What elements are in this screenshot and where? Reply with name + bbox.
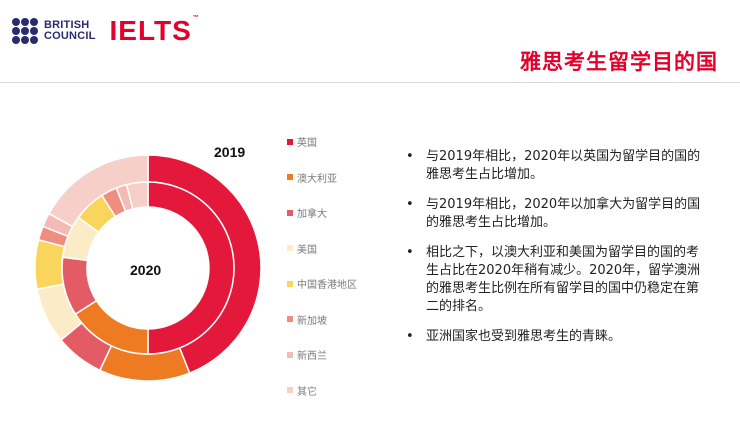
legend-swatch [287,316,293,323]
insight-bullets: • 与2019年相比，2020年以英国为留学目的国的雅思考生占比增加。 • 与2019… [404,148,704,358]
slide-title: 雅思考生留学目的国 [520,50,718,74]
ring-label-2020: 2020 [130,262,162,278]
legend-label: 新西兰 [297,351,327,363]
legend-label: 澳大利亚 [297,173,337,185]
bullet-item: • 相比之下，以澳大利亚和美国为留学目的国的考生占比在2020年稍有减少。2020… [404,244,704,316]
legend-label: 新加坡 [297,315,327,327]
bullet-text: 与2019年相比，2020年以英国为留学目的国的雅思考生占比增加。 [426,149,701,182]
legend-swatch [287,245,293,252]
bullet-text: 亚洲国家也受到雅思考生的青睐。 [426,329,622,344]
legend-swatch [287,138,293,145]
bullet-item: • 亚洲国家也受到雅思考生的青睐。 [404,328,704,346]
legend-swatch [287,209,293,216]
legend-item: 加拿大 [287,195,387,231]
bullet-item: • 与2019年相比，2020年以英国为留学目的国的雅思考生占比增加。 [404,148,704,184]
ielts-text: IELTS [109,15,192,46]
donut-slice-2019-4 [34,238,66,291]
donut-slice-2020-7 [125,181,149,210]
legend-swatch [287,174,293,181]
donut-slice-2020-0 [147,181,235,355]
brand-line-2: COUNCIL [44,30,96,42]
british-council-ielts-logo: BRITISH COUNCIL IELTS™ [12,14,200,48]
bullet-text: 与2019年相比，2020年以加拿大为留学目的国的雅思考生占比增加。 [426,197,701,230]
brand-line-1: BRITISH [44,19,90,31]
chart-legend: 英国澳大利亚加拿大美国中国香港地区 新加坡新西兰其它 [287,124,387,408]
legend-item: 美国 [287,231,387,267]
british-council-wordmark: BRITISH COUNCIL [44,20,96,42]
bullet-item: • 与2019年相比，2020年以加拿大为留学目的国的雅思考生占比增加。 [404,196,704,232]
bullet-dot: • [406,197,414,212]
legend-item: 新西兰 [287,337,387,373]
legend-label: 加拿大 [297,209,327,221]
ring-label-2019: 2019 [214,144,246,160]
bullet-dot: • [406,329,414,344]
trademark-symbol: ™ [192,15,200,21]
legend-swatch [287,351,293,358]
bullet-dot: • [406,149,414,164]
legend-label: 其它 [297,386,317,398]
legend-label: 美国 [297,244,317,256]
legend-item: 澳大利亚 [287,160,387,196]
legend-swatch [287,387,293,394]
legend-item: 新加坡 [287,302,387,338]
legend-label: 中国香港地区 [297,280,357,292]
ielts-wordmark: IELTS™ [110,15,200,47]
british-council-dots-icon [12,18,38,44]
legend-item: 其它 [287,373,387,409]
legend-item: 中国香港地区 [287,266,387,302]
legend-label: 英国 [297,138,317,150]
bullet-dot: • [406,245,414,260]
title-divider [0,82,740,83]
legend-swatch [287,280,293,287]
bullet-text: 相比之下，以澳大利亚和美国为留学目的国的考生占比在2020年稍有减少。2020年… [426,245,701,314]
legend-item: 英国 [287,124,387,160]
